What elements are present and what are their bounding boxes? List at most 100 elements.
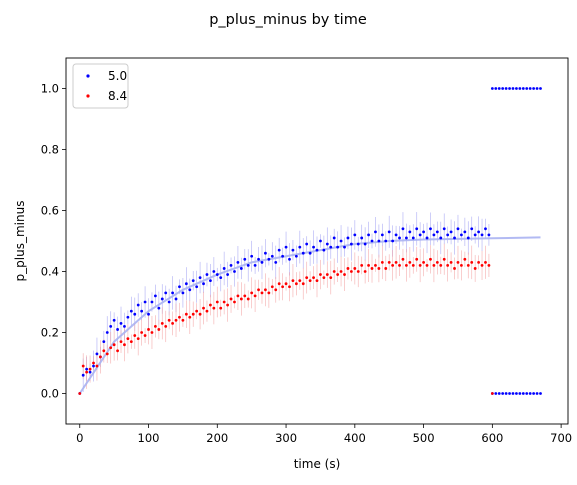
data-point xyxy=(164,291,168,295)
data-point xyxy=(260,291,264,295)
data-point xyxy=(370,239,374,243)
data-point xyxy=(150,300,154,304)
data-point xyxy=(153,294,157,298)
data-point xyxy=(291,279,295,283)
data-point xyxy=(515,87,518,90)
data-point xyxy=(274,288,278,292)
data-point xyxy=(284,245,288,249)
data-point xyxy=(453,236,456,240)
data-point xyxy=(363,242,367,246)
data-point xyxy=(116,349,119,353)
data-point xyxy=(243,294,247,298)
x-tick-label: 400 xyxy=(344,431,366,445)
data-point xyxy=(370,267,374,270)
data-point xyxy=(257,257,260,261)
data-point xyxy=(294,282,298,286)
data-point xyxy=(281,254,285,258)
data-point xyxy=(404,264,408,267)
y-axis-label: p_plus_minus xyxy=(13,201,27,282)
data-point xyxy=(515,392,518,395)
data-point xyxy=(504,87,508,90)
data-point xyxy=(490,87,494,90)
data-point xyxy=(167,318,171,322)
data-point xyxy=(446,264,450,267)
x-tick-label: 600 xyxy=(481,431,503,445)
data-point xyxy=(136,337,140,340)
data-point xyxy=(473,233,477,237)
data-point xyxy=(439,236,443,240)
data-point xyxy=(102,340,106,344)
data-point xyxy=(246,264,250,267)
data-point xyxy=(277,248,281,252)
data-point xyxy=(391,239,395,243)
data-point xyxy=(525,392,529,395)
data-point xyxy=(532,87,536,90)
data-point xyxy=(184,282,188,286)
data-point xyxy=(205,273,209,276)
data-point xyxy=(339,239,343,243)
data-point xyxy=(253,264,257,267)
data-point xyxy=(501,392,505,395)
data-point xyxy=(477,230,481,234)
data-point xyxy=(325,273,329,276)
data-point xyxy=(102,349,106,353)
data-point xyxy=(487,264,491,267)
data-point xyxy=(528,392,532,395)
data-point xyxy=(147,328,150,331)
data-point xyxy=(377,267,381,270)
data-point xyxy=(112,318,116,322)
data-point xyxy=(267,291,271,295)
data-point xyxy=(174,297,178,301)
data-point xyxy=(425,264,429,267)
data-point xyxy=(281,285,285,289)
data-point xyxy=(322,276,326,279)
data-point xyxy=(408,230,412,234)
data-point xyxy=(105,331,109,334)
data-point xyxy=(301,251,305,255)
data-point xyxy=(239,297,243,301)
data-point xyxy=(167,300,171,304)
data-point xyxy=(291,248,295,252)
data-point xyxy=(374,230,377,234)
data-point xyxy=(198,276,202,279)
y-tick-label: 0.2 xyxy=(41,326,59,340)
data-point xyxy=(319,239,322,243)
data-point xyxy=(140,309,144,313)
x-tick-label: 500 xyxy=(413,431,435,445)
data-point xyxy=(215,300,219,304)
data-point xyxy=(360,236,364,240)
data-point xyxy=(356,242,360,246)
data-point xyxy=(456,227,460,231)
data-point xyxy=(209,279,212,283)
legend-box xyxy=(72,63,129,109)
data-point xyxy=(253,294,257,298)
data-point xyxy=(126,315,130,319)
data-point xyxy=(284,282,288,286)
x-tick-label: 700 xyxy=(550,431,572,445)
data-point xyxy=(88,370,92,374)
data-point xyxy=(449,230,453,234)
data-point xyxy=(422,230,425,234)
y-axis: 0.0 0.2 0.4 0.6 0.8 1.0 xyxy=(41,82,66,401)
data-point xyxy=(422,260,425,264)
data-point xyxy=(157,306,161,310)
data-point xyxy=(129,309,133,313)
data-point xyxy=(539,392,542,395)
data-point xyxy=(233,270,236,273)
data-point xyxy=(222,267,226,270)
data-point xyxy=(219,306,223,310)
data-point xyxy=(178,315,181,319)
data-point xyxy=(470,260,474,264)
data-point xyxy=(195,309,199,313)
x-tick-label: 100 xyxy=(138,431,160,445)
data-point xyxy=(432,264,436,267)
data-point xyxy=(319,273,322,276)
legend-marker xyxy=(86,94,90,98)
data-point xyxy=(325,242,329,246)
data-point xyxy=(535,392,539,395)
data-point xyxy=(387,230,391,234)
data-point xyxy=(473,267,477,270)
data-point xyxy=(305,242,309,246)
data-point xyxy=(174,318,178,322)
data-point xyxy=(411,264,415,267)
